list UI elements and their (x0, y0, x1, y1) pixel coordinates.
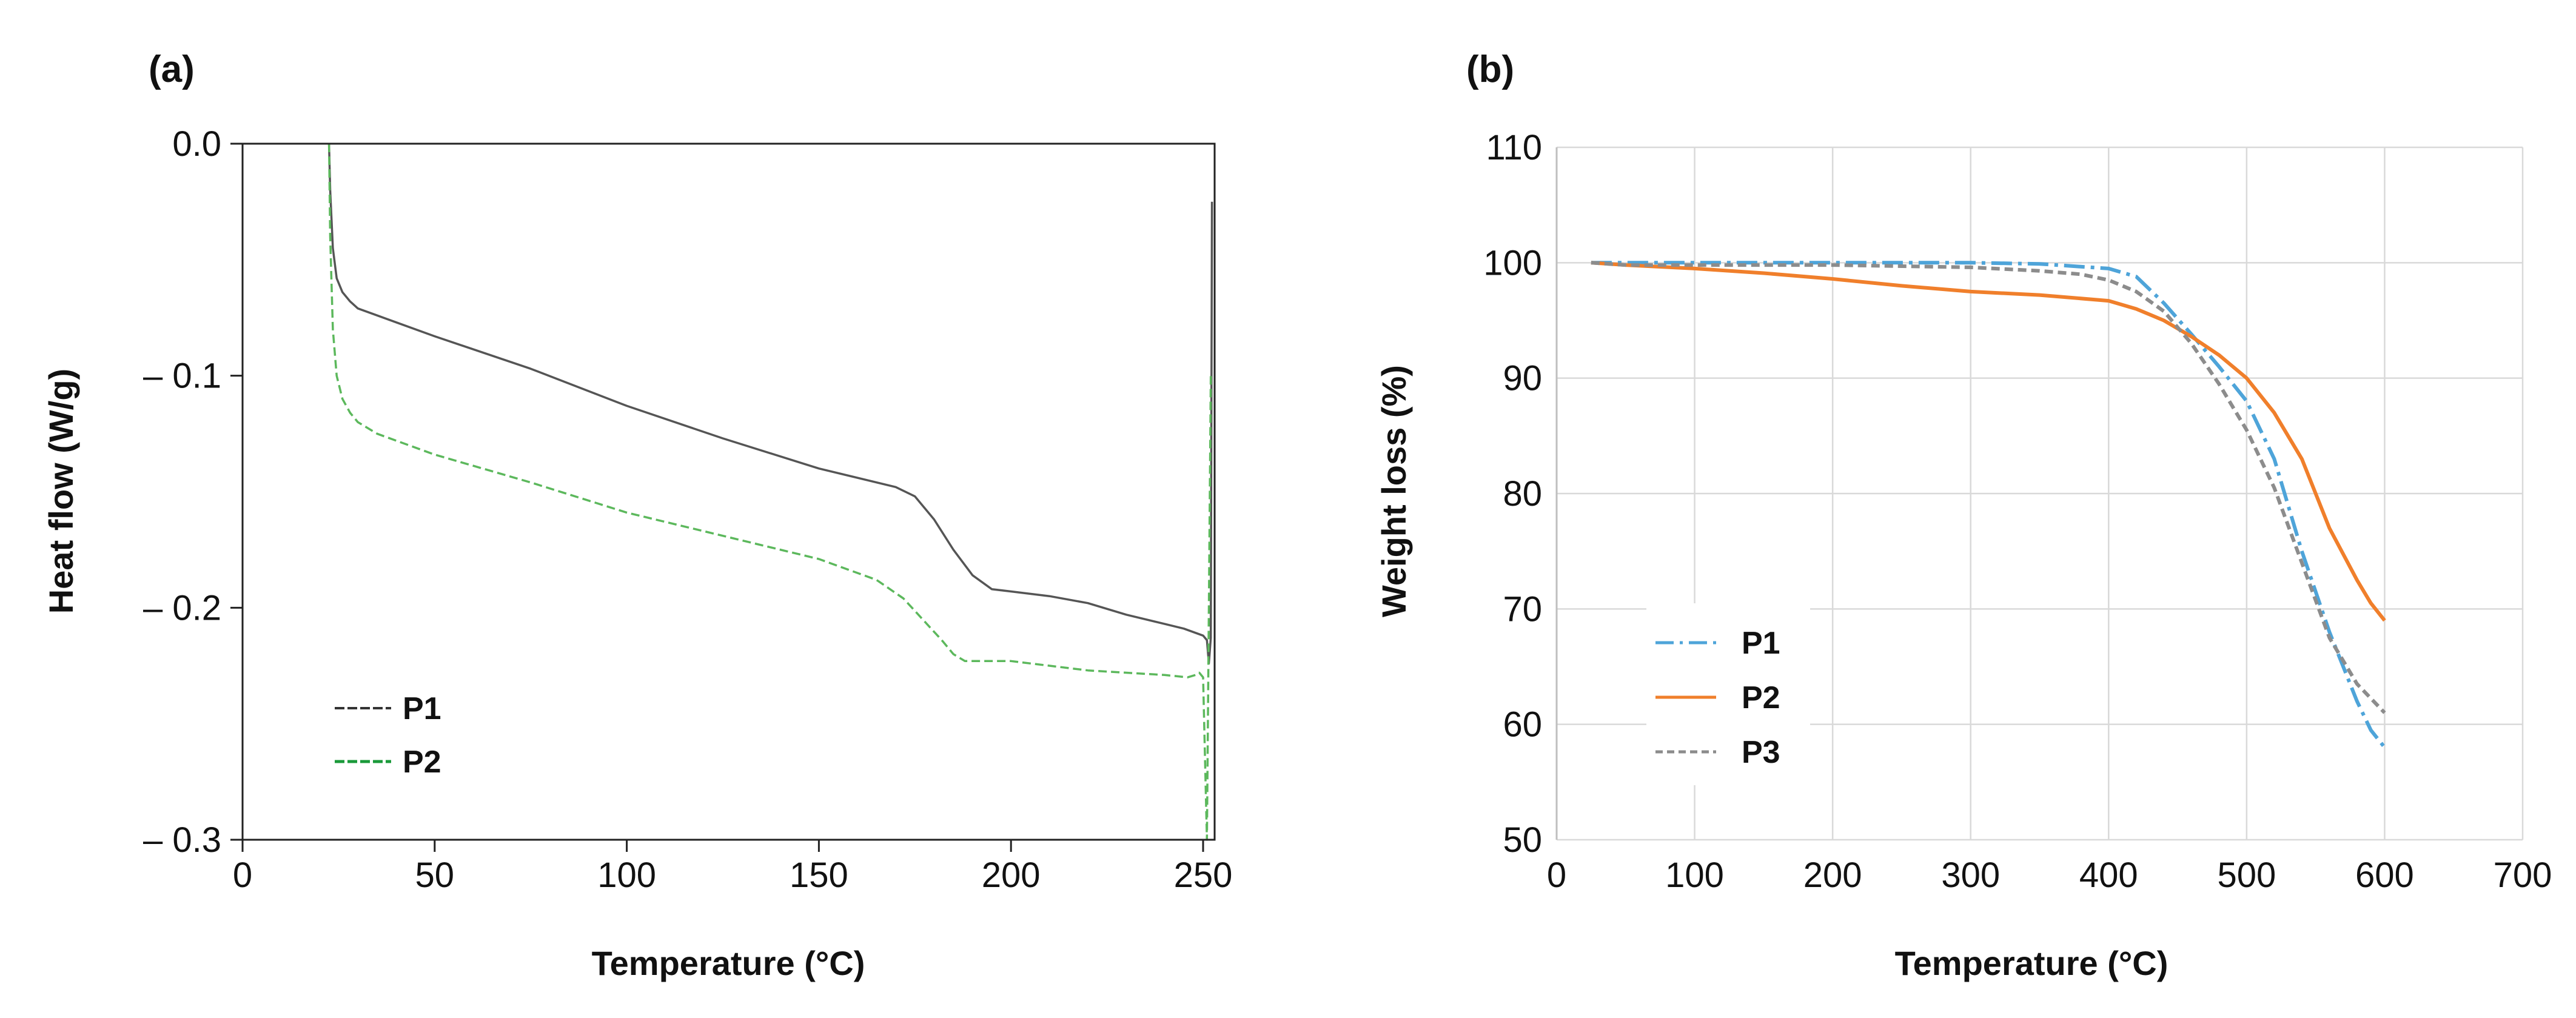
panel-a-y-title: Heat flow (W/g) (42, 369, 80, 614)
series-line-p3 (1591, 261, 2386, 714)
x-tick-label: 400 (2079, 856, 2138, 895)
panel-a-x-axis: 0 50 100 150 200 250 (233, 840, 1233, 895)
panel-b-x-axis: 0 100 200 300 400 500 600 700 (1547, 856, 2552, 895)
x-tick-label: 500 (2217, 856, 2276, 895)
panel-b-y-axis: 50 60 70 80 90 100 110 (1483, 128, 1558, 860)
y-tick-label: 100 (1483, 243, 1542, 283)
x-tick-label: 600 (2355, 856, 2414, 895)
legend-b-p2-label: P2 (1742, 680, 1780, 715)
y-tick-label: 70 (1503, 589, 1542, 629)
y-tick-label: 110 (1486, 128, 1542, 167)
y-tick-label: – 0.1 (143, 357, 221, 396)
x-tick-label: 200 (982, 856, 1041, 895)
y-tick-label: – 0.3 (143, 820, 221, 860)
x-tick-label: 50 (415, 856, 455, 895)
legend-b-background (1646, 603, 1810, 785)
x-tick-label: 250 (1174, 856, 1233, 895)
x-tick-label: 100 (597, 856, 656, 895)
panel-a-label: (a) (149, 49, 195, 90)
panel-b-x-title: Temperature (°C) (1895, 944, 2168, 982)
panel-b-series (1591, 261, 2386, 749)
panel-b-label: (b) (1466, 49, 1514, 90)
panel-b: (b) 0 100 200 300 400 500 600 700 50 60 70 80 90 100… (1375, 49, 2552, 982)
y-tick-label: 90 (1503, 359, 1542, 398)
legend-a-p2-label: P2 (403, 745, 441, 780)
y-tick-label: 0.0 (172, 124, 221, 164)
series-line-p2 (1591, 261, 2386, 622)
y-tick-label: 60 (1503, 705, 1542, 745)
y-tick-label: 80 (1503, 474, 1542, 514)
legend-a-p1-label: P1 (403, 691, 441, 726)
x-tick-label: 700 (2494, 856, 2552, 895)
panel-a-y-axis: 0.0 – 0.1 – 0.2 – 0.3 (143, 124, 243, 860)
panel-a-series (327, 143, 1213, 841)
y-tick-label: 50 (1503, 820, 1542, 860)
x-tick-label: 150 (790, 856, 848, 895)
x-tick-label: 0 (1547, 856, 1566, 895)
panel-a: (a) 0 50 100 150 200 250 0.0 – 0.1 – 0.2 – 0.3 T… (42, 49, 1232, 982)
legend-b-p3-label: P3 (1742, 735, 1780, 770)
panel-a-frame (241, 142, 1216, 841)
series-line-p1 (1591, 261, 2386, 749)
x-tick-label: 200 (1803, 856, 1862, 895)
panel-a-legend: P1 P2 (335, 691, 441, 780)
panel-b-legend: P1 P2 P3 (1646, 603, 1810, 785)
x-tick-label: 100 (1665, 856, 1724, 895)
panel-a-x-title: Temperature (°C) (592, 944, 865, 982)
x-tick-label: 0 (233, 856, 252, 895)
x-tick-label: 300 (1941, 856, 2000, 895)
legend-b-p1-label: P1 (1742, 626, 1780, 661)
panel-b-y-title: Weight loss (%) (1375, 365, 1413, 617)
series-line-p1 (327, 143, 1213, 665)
y-tick-label: – 0.2 (143, 588, 221, 628)
series-line-p2 (327, 143, 1212, 841)
